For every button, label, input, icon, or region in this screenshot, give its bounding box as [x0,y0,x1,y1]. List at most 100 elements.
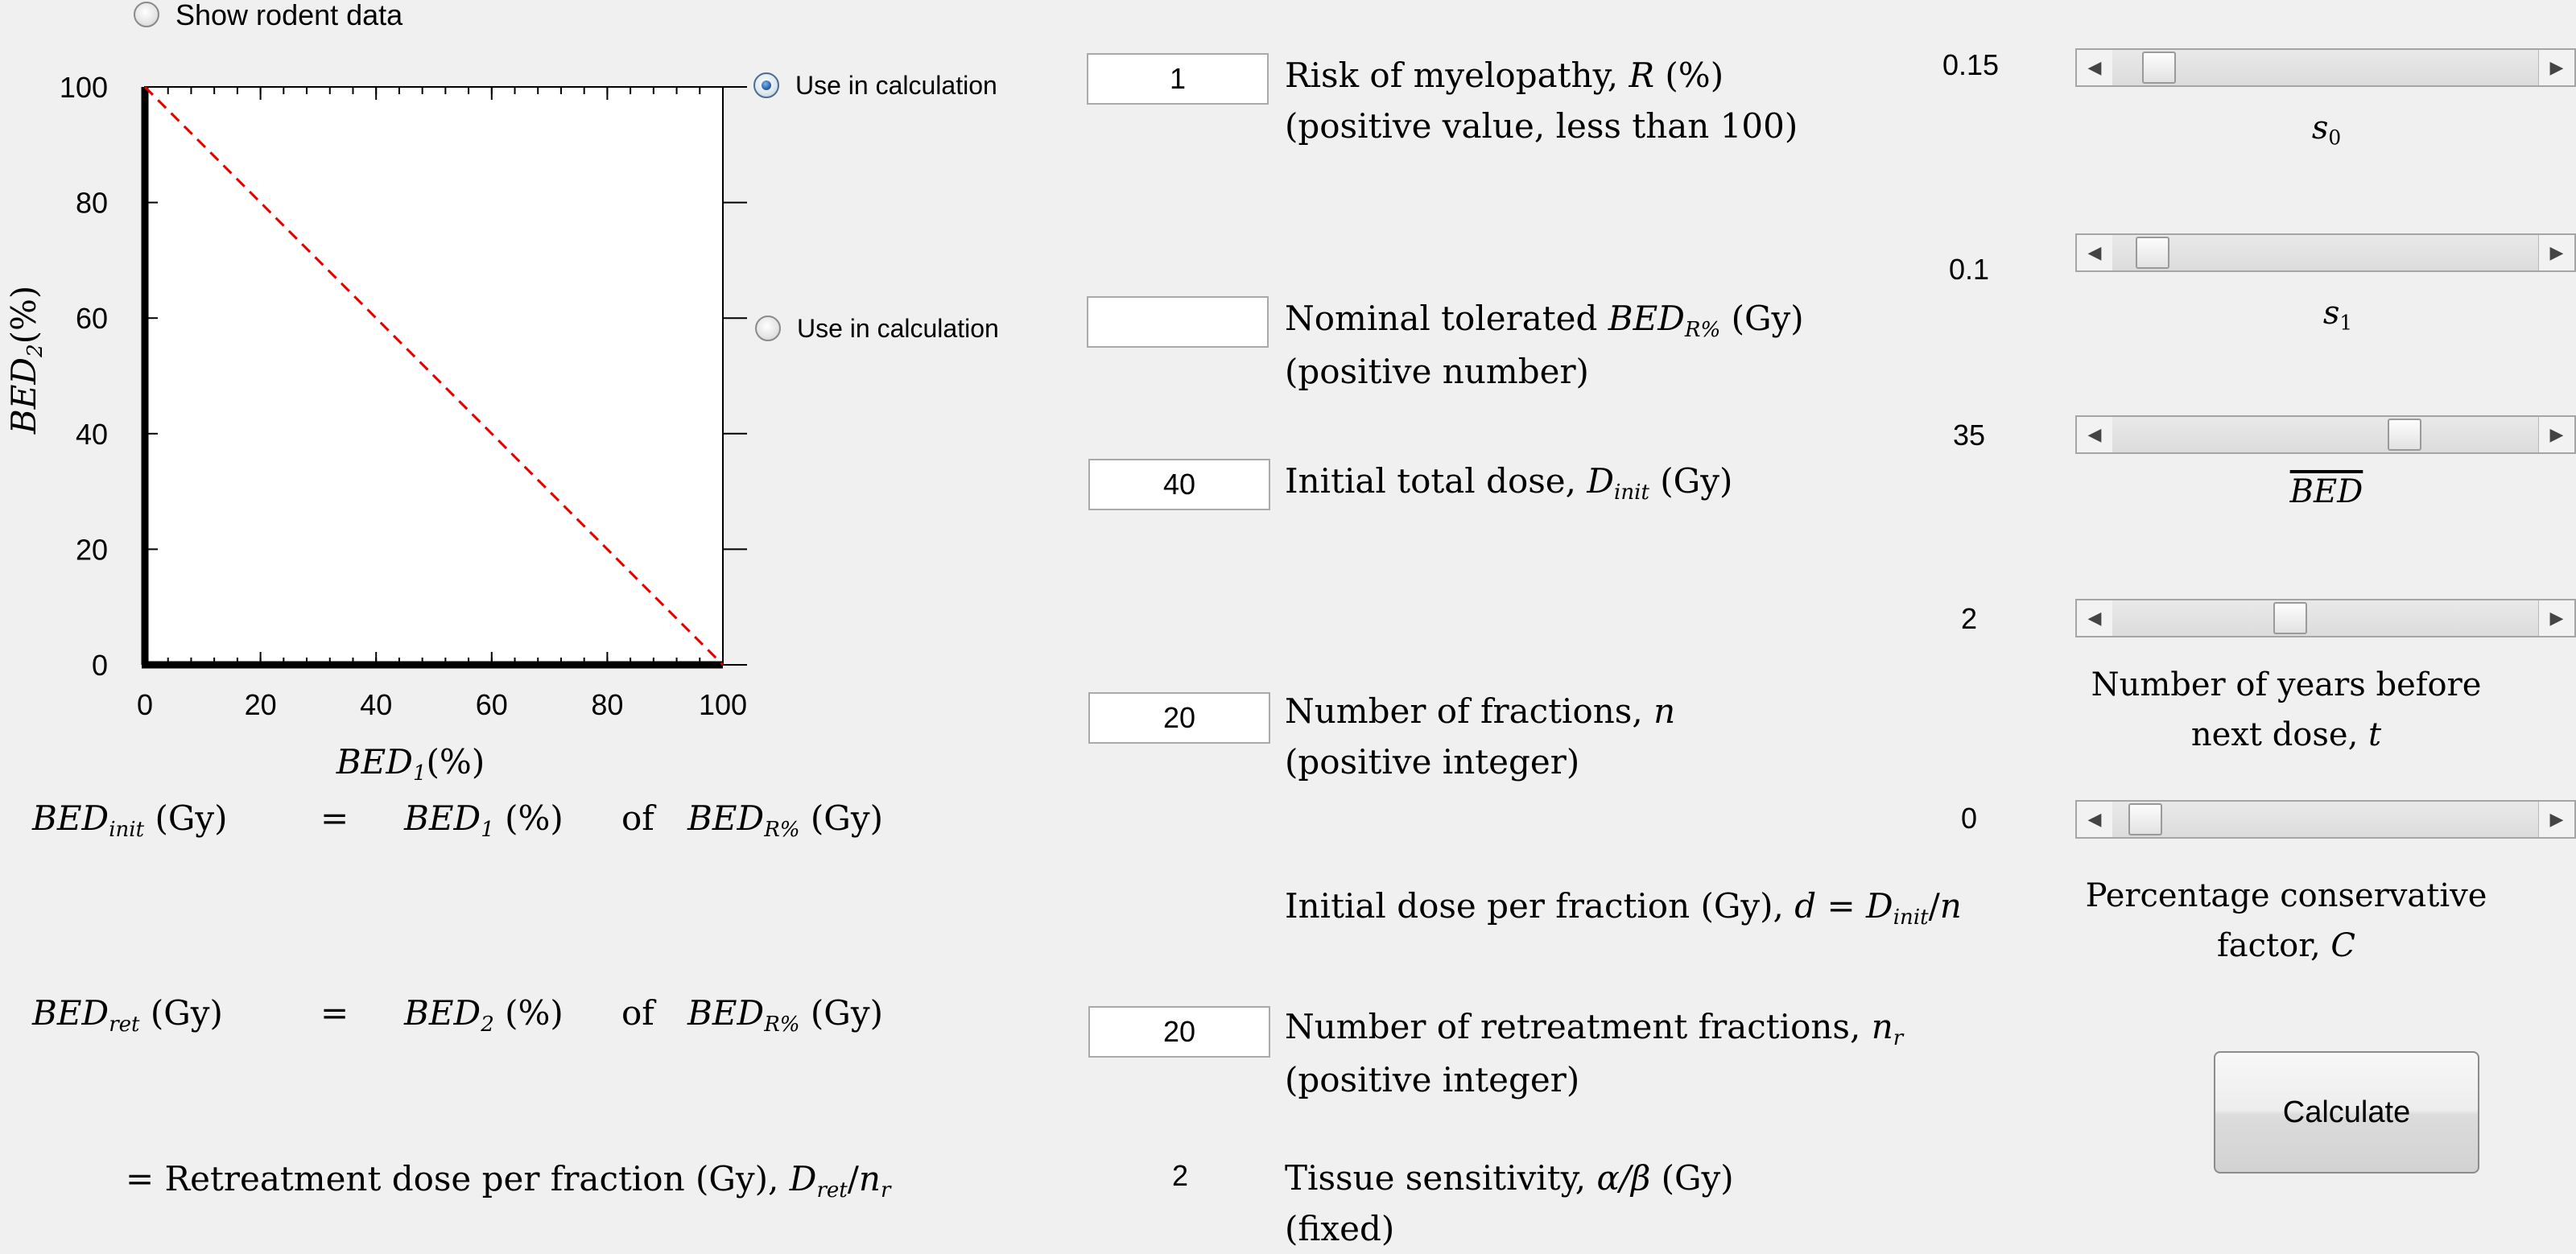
bedbar-slider[interactable]: ◀ ▶ [2075,415,2576,454]
left-arrow-icon[interactable]: ◀ [2077,235,2113,270]
bed-label-prefix: Nominal tolerated [1285,299,1608,338]
use-calc-label-1: Use in calculation [795,71,997,100]
y-tick-label: 0 [92,649,108,682]
show-rodent-radio[interactable] [134,2,159,27]
right-arrow-icon[interactable]: ▶ [2538,600,2574,636]
slider-thumb[interactable] [2387,419,2421,451]
left-arrow-icon[interactable]: ◀ [2077,50,2113,85]
fractions-input[interactable] [1088,692,1270,744]
c-label-line2: factor, [2217,927,2331,964]
eq1-mid: BED1 (%) [404,798,564,842]
tissue-label-suffix: (Gy) [1650,1158,1734,1198]
nr-label-var: n [1871,1007,1893,1046]
y-tick-label: 20 [76,533,108,566]
eq2-lhs-unit: (Gy) [150,993,223,1033]
eq3-var-sub: ret [816,1178,848,1202]
bed-label-sub: R% [1684,317,1721,342]
slider-thumb[interactable] [2136,237,2170,269]
tissue-hint: (fixed) [1285,1209,1395,1248]
dinit-label-suffix: (Gy) [1649,461,1733,501]
risk-input[interactable] [1087,53,1269,105]
y-axis-label-unit: (%) [4,285,44,344]
right-arrow-icon[interactable]: ▶ [2538,802,2574,837]
slider-track[interactable] [2112,600,2539,636]
bed-input[interactable] [1087,296,1269,348]
dpf-D: D [1866,886,1893,926]
right-arrow-icon[interactable]: ▶ [2538,50,2574,85]
left-arrow-icon[interactable]: ◀ [2077,417,2113,452]
bed-plot: 0 20 40 60 80 100 100 80 60 40 20 0 [60,71,747,721]
left-arrow-icon[interactable]: ◀ [2077,802,2113,837]
eq1-rhs: BEDR% (Gy) [687,798,883,842]
tissue-label-var: α/β [1596,1158,1651,1198]
retreatment-fractions-input[interactable] [1088,1006,1270,1058]
fractions-label-prefix: Number of fractions, [1285,691,1654,731]
dinit-input[interactable] [1088,459,1270,510]
eq2-of: of [621,993,654,1033]
c-slider[interactable]: ◀ ▶ [2075,800,2576,839]
y-tick-label: 60 [76,302,108,335]
x-axis-label-unit: (%) [426,742,485,782]
eq1-of: of [621,798,654,838]
eq2-lhs-sub: ret [109,1012,140,1037]
series-line [143,85,724,666]
s0-label-main: s [2311,109,2329,146]
y-axis-label: BED2(%) [4,263,47,456]
eq1-lhs-sub: init [109,817,145,842]
use-calc-radio-1[interactable] [753,72,779,98]
t-label-var: t [2368,716,2382,753]
slider-track[interactable] [2112,50,2539,85]
bed-label-suffix: (Gy) [1720,299,1804,338]
s1-label-sub: 1 [2339,311,2353,335]
bed-label-var: BED [1608,299,1685,338]
t-label-line1: Number of years before [2091,666,2482,703]
eq1-lhs-main: BED [32,798,109,838]
dinit-label-prefix: Initial total dose, [1285,461,1587,501]
eq1-mid-main: BED [404,798,481,838]
slider-track[interactable] [2112,802,2539,837]
eq2-rhs-unit: (Gy) [810,993,883,1033]
x-axis-label: BED1(%) [306,742,515,786]
x-tick-label: 20 [245,688,277,721]
s1-label-main: s [2322,295,2340,332]
use-calc-radio-2[interactable] [755,316,781,341]
eq1-mid-unit: (%) [505,798,564,838]
t-slider[interactable]: ◀ ▶ [2075,599,2576,637]
right-arrow-icon[interactable]: ▶ [2538,235,2574,270]
eq3-n-sub: r [880,1178,891,1202]
eq1-rhs-sub: R% [764,817,800,842]
x-tick-label: 100 [699,688,747,721]
calculate-button[interactable]: Calculate [2214,1051,2479,1174]
tissue-label: Tissue sensitivity, α/β (Gy) (fixed) [1285,1153,1734,1254]
risk-hint: (positive value, less than 100) [1285,106,1798,146]
dpf-n: n [1939,886,1962,926]
dpf-d: d [1794,886,1817,926]
slider-track[interactable] [2112,417,2539,452]
slider-thumb[interactable] [2128,803,2162,835]
dinit-label-var: D [1587,461,1615,501]
risk-label-var: R [1629,56,1655,95]
bedbar-label: BED [2246,473,2407,510]
s1-slider[interactable]: ◀ ▶ [2075,233,2576,272]
eq2-lhs: BEDret (Gy) [32,993,223,1037]
bedbar-value: 35 [1952,419,1986,452]
s1-value: 0.1 [1948,253,1990,286]
nr-label-prefix: Number of retreatment fractions, [1285,1007,1872,1046]
dpf-slash: / [1928,886,1940,926]
eq1-mid-sub: 1 [481,817,494,842]
tissue-label-prefix: Tissue sensitivity, [1285,1158,1597,1198]
left-arrow-icon[interactable]: ◀ [2077,600,2113,636]
eq3-prefix: = Retreatment dose per fraction (Gy), [126,1159,790,1198]
y-axis-label-main: BED [4,357,44,435]
bed-label: Nominal tolerated BEDR% (Gy) (positive n… [1285,293,1804,397]
y-tick-label: 40 [76,418,108,451]
slider-thumb[interactable] [2141,52,2176,84]
right-arrow-icon[interactable]: ▶ [2538,417,2574,452]
nr-label-sub: r [1893,1025,1904,1050]
eq2-lhs-main: BED [32,993,109,1033]
fractions-label: Number of fractions, n (positive integer… [1285,686,1675,787]
s0-slider[interactable]: ◀ ▶ [2075,48,2576,87]
slider-thumb[interactable] [2273,602,2308,634]
slider-track[interactable] [2112,235,2539,270]
dinit-label-sub: init [1614,480,1649,505]
